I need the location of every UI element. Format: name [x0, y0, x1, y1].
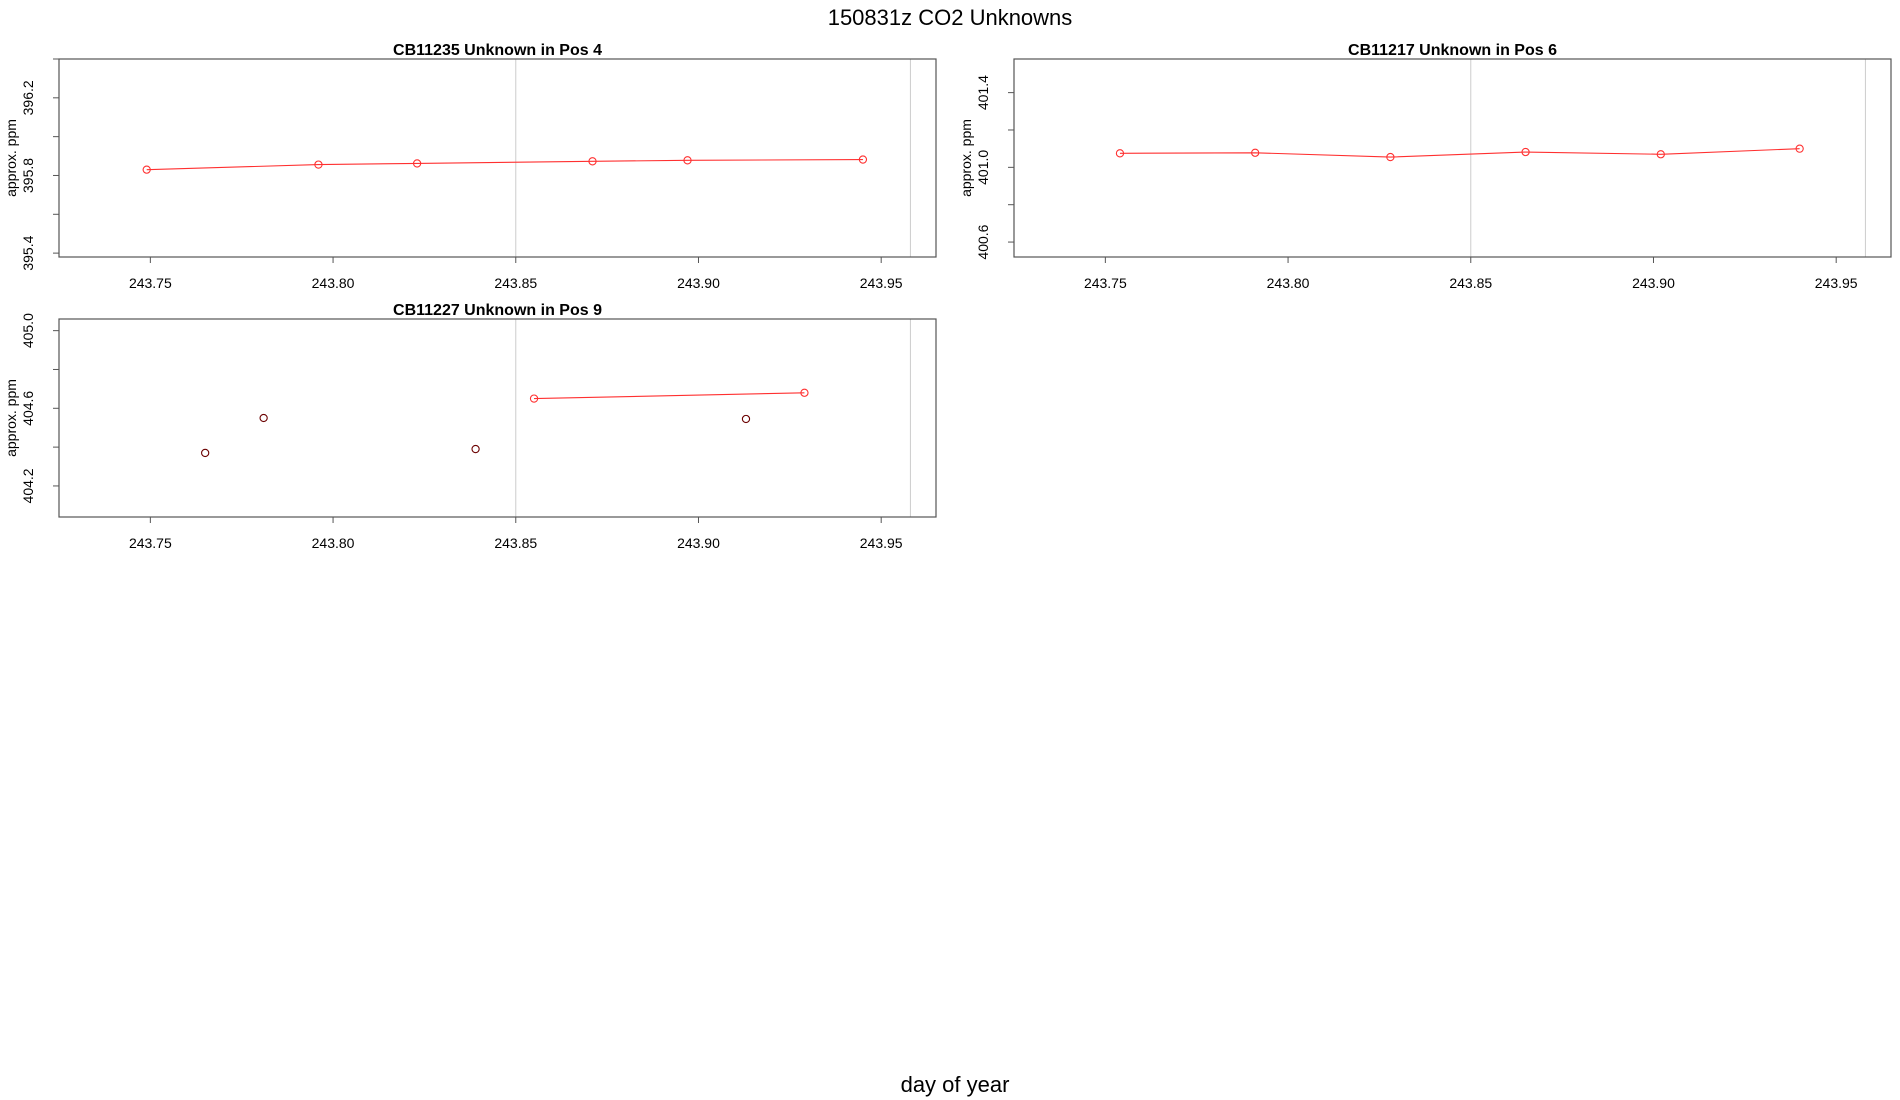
panel-title: CB11217 Unknown in Pos 6 — [1348, 42, 1557, 59]
x-tick-label: 243.90 — [677, 275, 720, 291]
y-tick-label: 404.2 — [20, 468, 36, 503]
x-tick-label: 243.85 — [494, 275, 537, 291]
panel-title: CB11227 Unknown in Pos 9 — [393, 302, 602, 319]
y-tick-label: 395.4 — [20, 235, 36, 270]
chart-panel-2: CB11217 Unknown in Pos 6 243.75 243.80 243.… — [958, 42, 1892, 291]
figure-x-axis-label: day of year — [901, 1072, 1010, 1097]
data-point — [529, 394, 539, 403]
data-point — [1386, 152, 1395, 162]
x-tick-label: 243.75 — [129, 275, 172, 291]
y-tick-label: 400.6 — [975, 224, 991, 259]
x-tick-label: 243.75 — [1084, 275, 1127, 291]
x-tick-label: 243.80 — [1267, 275, 1310, 291]
y-axis-label: approx. ppm — [958, 119, 974, 197]
data-point — [858, 155, 868, 164]
data-point — [471, 444, 480, 454]
data-point — [1115, 149, 1125, 158]
data-point — [1656, 150, 1665, 159]
data-point — [412, 159, 422, 168]
y-tick-label: 404.6 — [20, 391, 36, 426]
data-point — [259, 413, 268, 423]
plot-frame — [58, 318, 937, 518]
figure-title: 150831z CO2 Unknowns — [828, 5, 1073, 30]
data-point — [800, 388, 809, 397]
x-tick-label: 243.95 — [860, 275, 903, 291]
x-tick-label: 243.95 — [860, 535, 903, 551]
x-tick-label: 243.85 — [1449, 275, 1492, 291]
chart-panel-3: CB11227 Unknown in Pos 9 243.75 243.80 243.… — [3, 302, 937, 551]
chart-panels: CB11235 Unknown in Pos 4 243.75 243.80 243.… — [3, 42, 1892, 551]
data-point — [142, 165, 151, 174]
plot-frame — [1013, 58, 1892, 258]
y-tick-label: 405.0 — [20, 313, 36, 348]
x-tick-label: 243.90 — [1632, 275, 1675, 291]
data-point — [683, 156, 692, 165]
x-tick-label: 243.85 — [494, 535, 537, 551]
data-point — [741, 414, 751, 424]
data-point — [1521, 147, 1530, 157]
x-tick-label: 243.95 — [1815, 275, 1858, 291]
data-point — [201, 448, 210, 458]
x-tick-label: 243.80 — [312, 275, 355, 291]
y-tick-label: 401.0 — [975, 150, 991, 185]
y-axis-label: approx. ppm — [3, 119, 19, 197]
panel-title: CB11235 Unknown in Pos 4 — [393, 42, 602, 59]
chart-panel-1: CB11235 Unknown in Pos 4 243.75 243.80 243.… — [3, 42, 937, 291]
series-line — [146, 159, 863, 171]
y-tick-label: 401.4 — [975, 75, 991, 110]
x-tick-label: 243.80 — [312, 535, 355, 551]
data-point — [314, 160, 323, 169]
x-tick-label: 243.90 — [677, 535, 720, 551]
series-line — [534, 392, 805, 400]
y-axis-label: approx. ppm — [3, 379, 19, 457]
x-tick-label: 243.75 — [129, 535, 172, 551]
data-point — [588, 157, 597, 166]
plot-frame — [58, 58, 937, 258]
y-tick-label: 395.8 — [20, 158, 36, 193]
data-point — [1795, 144, 1804, 153]
y-tick-label: 396.2 — [20, 80, 36, 115]
data-point — [1251, 148, 1260, 157]
series-line — [1119, 148, 1800, 158]
